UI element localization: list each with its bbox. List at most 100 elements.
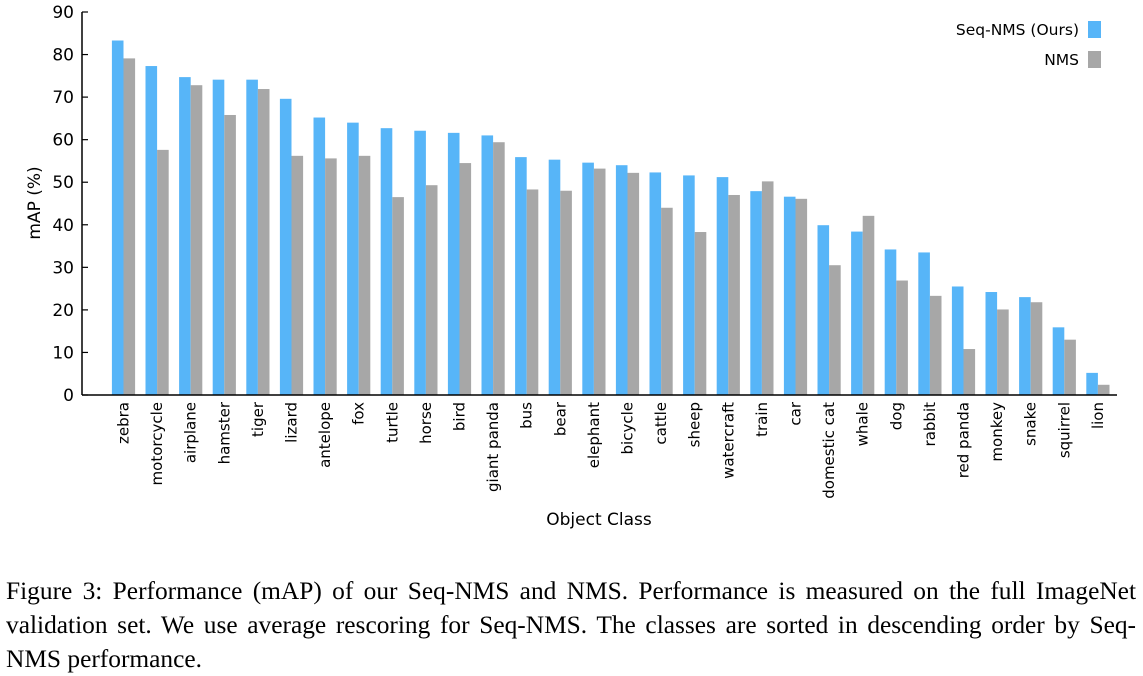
x-tick-label: horse [417, 402, 435, 444]
bar-nms [1097, 384, 1110, 395]
x-tick-label: turtle [383, 402, 401, 443]
bar-nms [997, 309, 1009, 395]
x-tick-label: bird [451, 402, 469, 431]
bar-seq-nms [447, 132, 460, 395]
legend-swatch [1088, 51, 1101, 68]
bar-nms [1030, 302, 1043, 395]
x-tick-label: tiger [249, 401, 267, 437]
bar-nms [929, 295, 942, 395]
bar-nms [593, 168, 606, 395]
x-tick-label: lizard [283, 402, 301, 443]
bar-nms [526, 189, 539, 395]
bar-nms [728, 194, 740, 395]
x-tick-label: fox [350, 402, 368, 425]
bar-seq-nms [380, 128, 393, 395]
x-axis-label: Object Class [546, 510, 652, 530]
bar-nms [627, 172, 640, 395]
bar-nms [829, 265, 841, 395]
x-tick-label: red panda [955, 402, 973, 478]
x-tick-label: airplane [182, 402, 200, 463]
bar-seq-nms [515, 157, 527, 395]
x-tick-label: snake [1022, 402, 1040, 446]
bar-seq-nms [145, 66, 158, 395]
x-tick-label: elephant [585, 402, 603, 468]
bar-seq-nms [683, 175, 695, 395]
x-tick-label: car [787, 401, 805, 425]
x-tick-label: cattle [652, 402, 670, 445]
bar-seq-nms [246, 79, 258, 395]
y-tick-label: 90 [52, 3, 74, 23]
bar-seq-nms [414, 130, 426, 396]
x-tick-label: domestic cat [820, 402, 838, 499]
legend: Seq-NMS (Ours) NMS [956, 21, 1101, 69]
bar-seq-nms [279, 98, 292, 396]
bar-seq-nms [1052, 327, 1065, 395]
y-tick-label: 70 [52, 88, 74, 108]
x-axis: zebra motorcycle airplane hamster tiger lizar… [82, 394, 1117, 499]
y-tick-label: 40 [52, 216, 74, 236]
bar-seq-nms [481, 135, 494, 395]
bar-nms [358, 155, 371, 395]
bar-seq-nms [884, 249, 897, 395]
x-tick-label: rabbit [921, 402, 939, 447]
x-tick-label: antelope [316, 402, 334, 468]
bar-nms [761, 181, 774, 395]
x-tick-label: bus [518, 402, 536, 429]
bar-seq-nms [1086, 372, 1098, 395]
x-tick-label: whale [854, 402, 872, 446]
x-tick-label: squirrel [1055, 402, 1073, 458]
bar-nms [896, 280, 908, 395]
figure-caption: Figure 3: Performance (mAP) of our Seq-N… [6, 577, 1136, 673]
bar-seq-nms [817, 225, 830, 395]
plot-area [111, 40, 1110, 396]
bar-nms [157, 149, 169, 395]
x-tick-label: giant panda [484, 402, 502, 492]
y-axis: 0 10 20 30 40 50 60 70 80 90 [52, 3, 88, 406]
bar-seq-nms [179, 77, 191, 396]
x-tick-label: hamster [215, 401, 233, 464]
bar-nms [1064, 339, 1076, 395]
bar-seq-nms [918, 252, 930, 395]
bar-nms [459, 163, 472, 395]
bar-nms [795, 198, 808, 395]
bar-seq-nms [851, 231, 863, 395]
legend-label: NMS [1044, 51, 1079, 69]
x-tick-label: monkey [988, 402, 1006, 462]
bar-seq-nms [111, 40, 124, 396]
x-tick-label: dog [887, 402, 905, 430]
x-tick-label: lion [1089, 402, 1107, 429]
bar-nms [291, 155, 304, 395]
bar-nms [123, 58, 136, 395]
bar-nms [862, 215, 875, 395]
bar-seq-nms [212, 79, 225, 395]
y-tick-label: 20 [52, 301, 74, 321]
bar-seq-nms [951, 286, 964, 395]
bar-nms [560, 190, 572, 395]
x-tick-label: bear [551, 401, 569, 436]
y-tick-label: 80 [52, 46, 74, 66]
bar-nms [661, 207, 673, 395]
bar-seq-nms [615, 165, 628, 395]
bar-chart: 0 10 20 30 40 50 60 70 80 90 zebra motorcycle airpl… [25, 3, 1117, 530]
bar-seq-nms [1019, 297, 1031, 395]
legend-swatch [1088, 21, 1101, 38]
bar-seq-nms [347, 122, 359, 396]
x-tick-label: train [753, 402, 771, 437]
y-tick-label: 10 [52, 343, 74, 363]
y-tick-label: 50 [52, 173, 74, 193]
legend-label: Seq-NMS (Ours) [956, 21, 1079, 39]
bar-nms [190, 85, 203, 395]
bar-seq-nms [313, 117, 326, 395]
bar-seq-nms [582, 162, 594, 395]
bar-seq-nms [548, 159, 561, 395]
bar-seq-nms [716, 177, 729, 395]
bar-seq-nms [783, 196, 796, 395]
y-tick-label: 60 [52, 131, 74, 151]
y-tick-label: 30 [52, 258, 74, 278]
bar-seq-nms [649, 172, 662, 395]
y-tick-label: 0 [63, 386, 74, 406]
bar-nms [493, 142, 505, 395]
y-axis-label: mAP (%) [25, 166, 45, 239]
bar-nms [224, 114, 236, 396]
bar-seq-nms [750, 191, 762, 395]
